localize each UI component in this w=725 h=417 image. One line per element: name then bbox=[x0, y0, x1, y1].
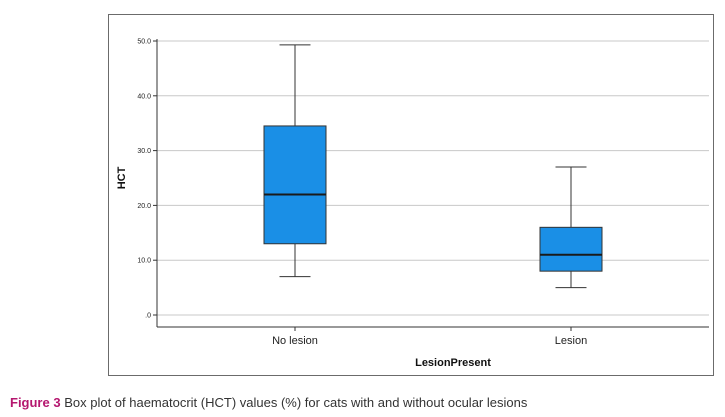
y-axis-title: HCT bbox=[116, 166, 128, 189]
axis-labels: No lesion Lesion HCT LesionPresent bbox=[116, 166, 587, 369]
y-tick-label: 50.0 bbox=[137, 39, 151, 46]
box-lesion bbox=[539, 166, 603, 289]
box-plot: .0 10.0 20.0 30.0 40.0 50.0 No lesion Lesion HC… bbox=[116, 39, 709, 369]
grid-lines bbox=[157, 40, 709, 316]
box-no-lesion bbox=[263, 44, 327, 278]
y-tick-label: 20.0 bbox=[137, 203, 151, 210]
x-axis-title: LesionPresent bbox=[415, 357, 491, 369]
iqr-box bbox=[539, 226, 603, 272]
y-tick-label: 30.0 bbox=[137, 148, 151, 155]
caption-figure-label: Figure 3 bbox=[10, 395, 61, 410]
y-tick-label: 40.0 bbox=[137, 93, 151, 100]
axes: .0 10.0 20.0 30.0 40.0 50.0 bbox=[137, 39, 709, 331]
boxes bbox=[263, 44, 603, 289]
y-tick-label: .0 bbox=[145, 313, 151, 320]
x-category-label: Lesion bbox=[555, 335, 587, 347]
chart-frame: .0 10.0 20.0 30.0 40.0 50.0 No lesion Lesion HC… bbox=[108, 14, 714, 376]
x-category-label: No lesion bbox=[272, 335, 318, 347]
figure-caption: Figure 3 Box plot of haematocrit (HCT) v… bbox=[10, 395, 527, 410]
caption-text: Box plot of haematocrit (HCT) values (%)… bbox=[64, 395, 528, 410]
y-tick-label: 10.0 bbox=[137, 258, 151, 265]
iqr-box bbox=[263, 125, 327, 245]
